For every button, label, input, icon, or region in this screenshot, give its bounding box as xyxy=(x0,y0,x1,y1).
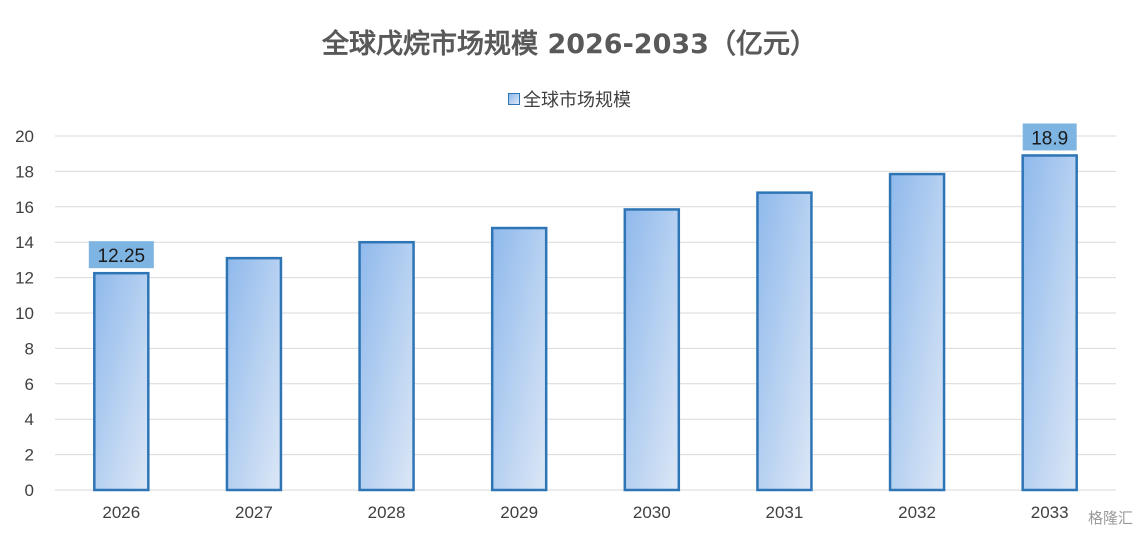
bar-2027 xyxy=(225,256,283,492)
y-tick-label: 6 xyxy=(25,375,34,394)
y-tick-label: 20 xyxy=(15,127,34,146)
bar-2030 xyxy=(623,208,681,492)
bar-2028 xyxy=(358,240,415,492)
x-tick-label: 2033 xyxy=(1031,503,1069,522)
x-axis: 2026 2027 2028 2029 2030 2031 2032 2033 xyxy=(102,503,1068,522)
y-tick-label: 0 xyxy=(25,481,34,500)
y-tick-label: 8 xyxy=(25,339,34,358)
x-tick-label: 2028 xyxy=(368,503,406,522)
y-axis: 0 2 4 6 8 10 12 14 16 18 20 xyxy=(15,127,34,500)
legend-label: 全球市场规模 xyxy=(523,90,631,111)
data-label-box xyxy=(1022,123,1077,151)
x-tick-label: 2031 xyxy=(766,503,804,522)
bar-2026 xyxy=(93,271,150,492)
data-labels: 12.25 18.9 xyxy=(88,123,1077,269)
legend-swatch xyxy=(508,93,520,105)
bar-2031 xyxy=(756,191,813,492)
bars xyxy=(93,154,1078,492)
y-tick-label: 2 xyxy=(25,446,34,465)
y-tick-label: 14 xyxy=(15,233,34,252)
bar-2029 xyxy=(490,226,548,492)
x-tick-label: 2026 xyxy=(102,503,140,522)
watermark: 格隆汇 xyxy=(1087,509,1133,527)
x-tick-label: 2030 xyxy=(633,503,671,522)
y-tick-label: 16 xyxy=(15,198,34,217)
x-tick-label: 2032 xyxy=(898,503,936,522)
data-label: 12.25 xyxy=(98,246,146,267)
y-tick-label: 12 xyxy=(15,269,34,288)
bar-2032 xyxy=(888,172,946,492)
gridlines xyxy=(55,135,1116,491)
y-tick-label: 10 xyxy=(15,304,34,323)
y-tick-label: 4 xyxy=(25,410,34,429)
data-label-box xyxy=(88,241,154,269)
chart-title: 全球戊烷市场规模 2026-2033（亿元） xyxy=(322,29,817,60)
data-label: 18.9 xyxy=(1031,128,1068,149)
legend: 全球市场规模 xyxy=(0,86,1139,112)
x-tick-label: 2029 xyxy=(500,503,538,522)
bar-2033 xyxy=(1021,154,1078,492)
y-tick-label: 18 xyxy=(15,162,34,181)
x-tick-label: 2027 xyxy=(235,503,273,522)
